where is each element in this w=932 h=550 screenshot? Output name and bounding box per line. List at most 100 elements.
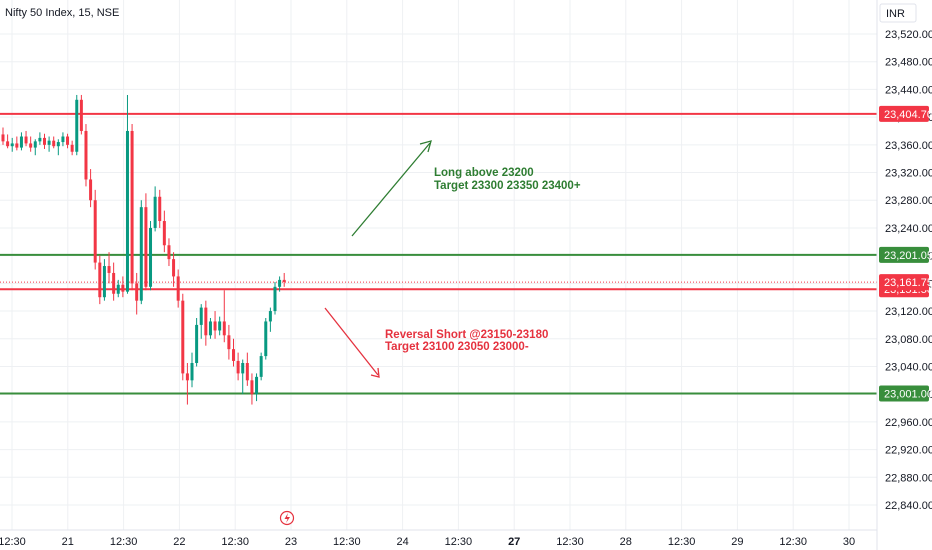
candle-body	[66, 136, 70, 145]
y-tick-label: 22,960.00	[885, 417, 932, 429]
candle-body	[139, 207, 143, 301]
candle-body	[245, 363, 249, 381]
candle	[241, 359, 245, 395]
candle	[93, 189, 97, 270]
candle	[199, 304, 203, 339]
candle-body	[1, 134, 5, 142]
candle-body	[167, 245, 171, 260]
candle	[38, 132, 42, 145]
y-tick-label: 23,360.00	[885, 140, 932, 152]
candle-body	[125, 130, 129, 292]
x-tick-label: 12:30	[668, 536, 696, 548]
candle	[89, 169, 93, 208]
candle	[204, 300, 208, 346]
candle	[84, 124, 88, 187]
candle-body	[227, 335, 231, 350]
candle	[112, 262, 116, 301]
short-annotation-line1: Reversal Short @23150-23180	[385, 329, 548, 341]
candle	[130, 124, 134, 291]
x-tick-label: 12:30	[333, 536, 361, 548]
long-annotation-line1: Long above 23200	[434, 167, 534, 179]
x-tick-label: 28	[620, 536, 632, 548]
candle	[125, 94, 129, 294]
y-tick-label: 22,920.00	[885, 445, 932, 457]
candle-body	[278, 279, 282, 287]
candle	[1, 127, 5, 145]
candle	[79, 94, 83, 135]
support-line-lower-tag-label: 23,001.00	[884, 388, 932, 400]
candle	[167, 238, 171, 267]
x-tick-label: 12:30	[110, 536, 138, 548]
candle	[268, 307, 272, 332]
candle-body	[236, 360, 240, 374]
time-axis[interactable]: 12:30 21 12:30 22 12:30 23 12:30 24 12:30 27 12:30…	[0, 529, 877, 548]
candle-body	[181, 300, 185, 374]
candle-body	[47, 140, 51, 145]
candle-body	[56, 142, 60, 147]
long-arrow-icon[interactable]	[351, 142, 431, 237]
candle	[176, 269, 180, 308]
candle-body	[149, 227, 153, 287]
candle	[273, 281, 277, 315]
candle-body	[250, 380, 254, 395]
candle	[218, 316, 222, 336]
candle	[232, 338, 235, 367]
candle-body	[19, 136, 23, 148]
candle-body	[204, 307, 208, 336]
candle	[6, 134, 10, 149]
candle	[102, 259, 106, 301]
candle	[144, 193, 148, 291]
candle-body	[268, 311, 272, 322]
candle-body	[195, 324, 199, 364]
candle	[158, 189, 162, 228]
short-arrow-head-icon	[370, 367, 380, 378]
candle	[195, 317, 199, 367]
candle	[222, 290, 226, 343]
candle	[282, 272, 286, 287]
candle-body	[190, 363, 194, 381]
candle-body	[273, 286, 277, 312]
candle	[149, 221, 153, 291]
candle	[42, 133, 46, 149]
candle-body	[38, 137, 42, 142]
candle-body	[199, 307, 203, 325]
candle-body	[158, 196, 162, 222]
candle-body	[176, 276, 180, 301]
candle	[153, 186, 157, 232]
long-arrow-head-icon	[419, 140, 432, 153]
candle-body	[255, 376, 259, 395]
candle	[250, 373, 254, 405]
candle-body	[185, 373, 189, 381]
x-tick-label: 12:30	[445, 536, 473, 548]
currency-box[interactable]	[879, 3, 917, 23]
short-arrow-icon[interactable]	[324, 307, 379, 376]
price-axis[interactable]: 23,520.0023,480.0023,440.0023,400.0023,3…	[876, 0, 932, 550]
candle	[47, 136, 51, 152]
y-tick-label: 23,240.00	[885, 223, 932, 235]
y-tick-label: 23,440.00	[885, 84, 932, 96]
candle-body	[162, 221, 166, 246]
candle-body	[135, 283, 139, 301]
candle-body	[222, 321, 226, 336]
candle-body	[93, 200, 97, 263]
candle-body	[84, 130, 88, 180]
candle-body	[79, 99, 83, 131]
candle	[227, 324, 231, 360]
y-tick-label: 23,120.00	[885, 306, 932, 318]
candle	[56, 139, 60, 156]
event-marker[interactable]	[279, 510, 295, 526]
candle	[255, 373, 259, 402]
candle	[139, 200, 143, 305]
x-tick-label: 22	[173, 536, 185, 548]
candle	[259, 352, 263, 381]
candle-body	[282, 279, 286, 282]
candle-body	[121, 284, 125, 292]
candle	[61, 132, 65, 147]
flash-bolt-icon	[284, 513, 290, 523]
candle-body	[75, 99, 79, 152]
candle	[33, 139, 37, 156]
candle-body	[61, 136, 65, 143]
